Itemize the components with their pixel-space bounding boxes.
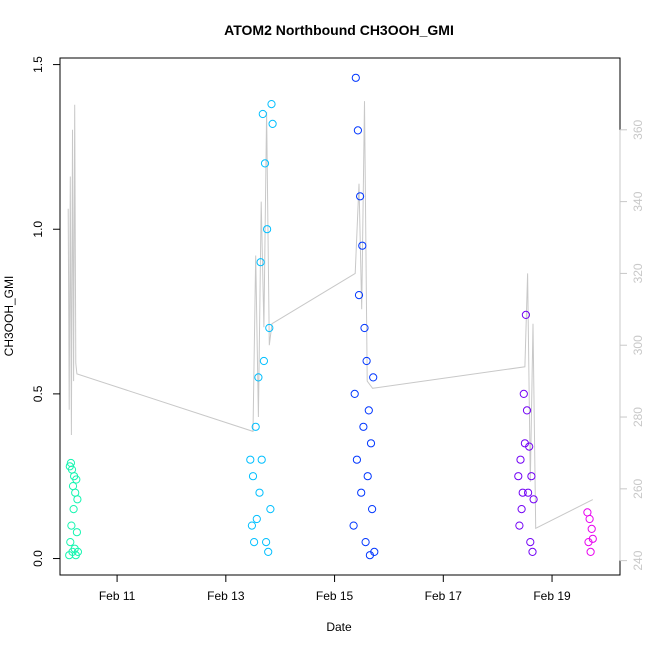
data-point	[73, 547, 83, 557]
chart-title: ATOM2 Northbound CH3OOH_GMI	[224, 22, 454, 38]
y-axis: 0.0 0.5 1.0 1.5	[31, 56, 61, 567]
x-tick-label: Feb 15	[316, 589, 354, 603]
data-point	[514, 472, 523, 481]
data-point	[361, 538, 370, 547]
data-point	[362, 356, 371, 366]
series-3	[349, 73, 379, 560]
points-layer	[65, 73, 597, 560]
y-axis-label: CH3OOH_GMI	[2, 276, 16, 357]
secondary-series-line	[67, 101, 594, 530]
y-tick-label: 1.5	[31, 56, 45, 73]
right-tick-label: 360	[631, 119, 645, 139]
data-point	[364, 406, 373, 415]
right-tick-label: 240	[631, 550, 645, 570]
x-axis-label: Date	[326, 620, 352, 634]
data-point	[252, 514, 261, 524]
right-tick-label: 300	[631, 335, 645, 355]
data-point	[262, 538, 271, 547]
data-point	[516, 455, 525, 464]
data-point	[268, 119, 277, 129]
data-point	[351, 73, 360, 82]
data-point	[264, 547, 273, 557]
y-tick-label: 1.0	[31, 221, 45, 238]
right-tick-label: 280	[631, 407, 645, 427]
data-point	[357, 488, 366, 497]
series-2	[246, 100, 277, 557]
data-point	[359, 422, 368, 431]
data-point	[267, 100, 276, 109]
data-point	[257, 455, 266, 464]
data-point	[517, 505, 526, 514]
data-point	[256, 258, 265, 267]
data-point	[248, 472, 258, 481]
data-point	[586, 547, 595, 557]
data-point	[360, 323, 369, 333]
y-tick-label: 0.5	[31, 385, 45, 402]
data-point	[260, 159, 270, 168]
data-point	[349, 521, 358, 530]
data-point	[250, 538, 259, 547]
data-point	[265, 323, 274, 333]
secondary-line-layer	[67, 101, 594, 530]
data-point	[353, 126, 362, 135]
data-point	[69, 505, 78, 514]
right-tick-label: 320	[631, 263, 645, 283]
right-tick-label: 340	[631, 191, 645, 211]
data-point	[587, 524, 596, 534]
y-tick-label: 0.0	[31, 550, 45, 567]
data-point	[526, 538, 535, 547]
series-1	[65, 458, 83, 560]
data-point	[350, 389, 359, 398]
right-axis: 240 260 280 300 320 340 360	[619, 119, 645, 571]
data-point	[518, 488, 527, 497]
data-point	[529, 495, 538, 504]
data-point	[524, 488, 533, 497]
data-point	[352, 455, 361, 464]
data-point	[585, 514, 594, 524]
series-4	[514, 310, 538, 557]
data-point	[255, 488, 264, 497]
data-point	[247, 521, 256, 530]
data-point	[263, 225, 272, 234]
data-point	[254, 373, 263, 382]
data-point	[72, 475, 81, 484]
data-point	[251, 422, 260, 431]
data-point	[527, 472, 536, 481]
data-point	[521, 310, 531, 319]
data-point	[369, 373, 378, 382]
data-point	[519, 389, 528, 398]
data-point	[588, 534, 597, 543]
series-5	[583, 508, 597, 557]
data-point	[368, 505, 377, 514]
right-tick-label: 260	[631, 479, 645, 499]
data-point	[354, 291, 364, 300]
data-point	[366, 439, 376, 448]
data-point	[73, 495, 82, 504]
data-point	[72, 528, 82, 537]
data-point	[356, 192, 365, 201]
x-tick-label: Feb 17	[425, 589, 463, 603]
data-point	[258, 109, 267, 119]
x-tick-label: Feb 11	[99, 589, 136, 603]
data-point	[522, 406, 532, 415]
data-point	[246, 455, 255, 464]
x-tick-label: Feb 13	[207, 589, 245, 603]
data-point	[525, 442, 534, 451]
x-axis: Feb 11 Feb 13 Feb 15 Feb 17 Feb 19	[99, 574, 571, 603]
data-point	[266, 505, 275, 514]
data-point	[515, 521, 524, 530]
data-point	[370, 547, 379, 557]
data-point	[66, 538, 75, 547]
data-point	[67, 521, 76, 530]
data-point	[528, 547, 537, 557]
data-point	[358, 241, 367, 250]
x-tick-label: Feb 19	[533, 589, 571, 603]
data-point	[259, 356, 268, 366]
data-point	[363, 472, 372, 481]
